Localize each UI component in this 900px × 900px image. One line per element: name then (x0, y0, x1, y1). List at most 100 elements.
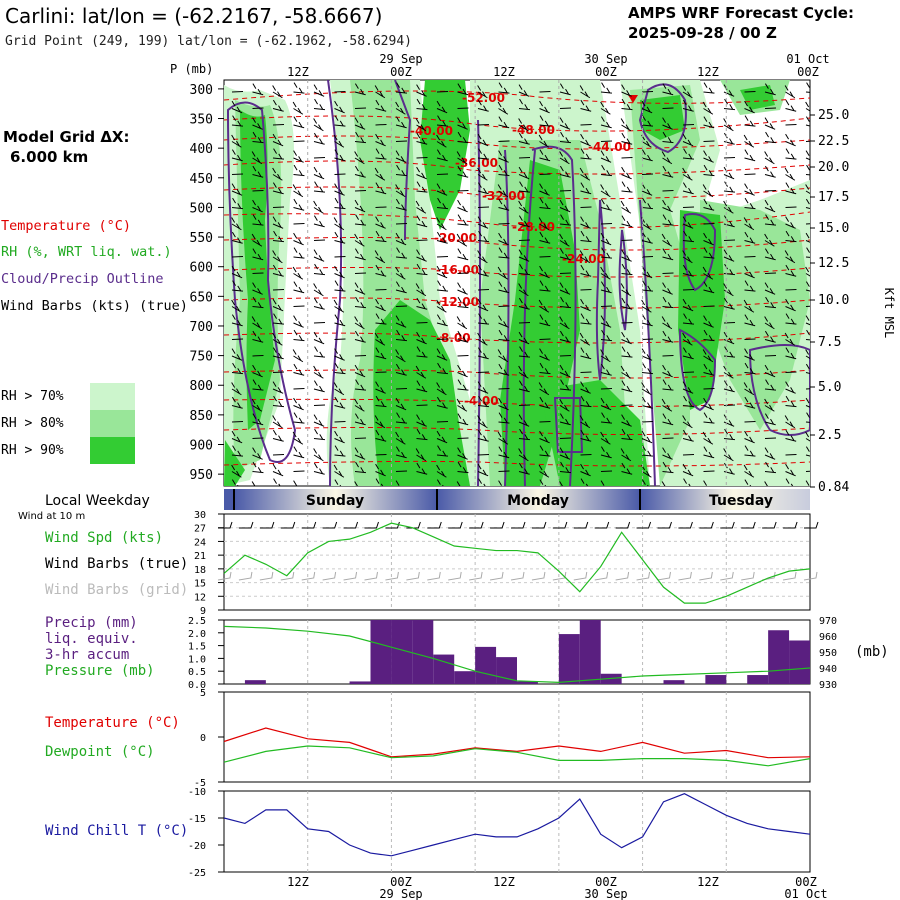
precip-bar (579, 620, 601, 684)
wind-speed-line (223, 522, 811, 604)
wind-barb (764, 248, 776, 261)
wind-barb (457, 83, 469, 96)
bottom-time-axis: 12Z 00Z 12Z 00Z 12Z 00Z 29 Sep 30 Sep 01… (287, 875, 828, 900)
wind-barb (785, 298, 796, 312)
wind-barb-true (594, 521, 610, 529)
wind-barb (374, 332, 386, 346)
wind-barb (416, 181, 428, 193)
wind-barb (292, 431, 304, 445)
wind-barb-true (448, 521, 463, 529)
wind-barb (785, 182, 797, 195)
temp-label: -44.00 (588, 140, 631, 154)
wind-barb (231, 382, 242, 396)
wind-barb (805, 184, 810, 195)
wind-barb (805, 82, 810, 93)
pressure-tick: 930 (819, 680, 837, 691)
wind-barb (785, 381, 796, 394)
wind-barb (252, 447, 263, 460)
wind-barb-grid (615, 571, 630, 581)
wind-barb (334, 231, 346, 244)
wind-barb (539, 173, 551, 175)
wind-barb (744, 197, 756, 210)
wind-barb (456, 481, 461, 486)
wind-barb (231, 445, 243, 457)
wind-barb (354, 83, 366, 96)
wind-barb (272, 250, 283, 264)
wind-barb (662, 296, 674, 309)
wind-barb (477, 347, 489, 360)
wind-barb (436, 149, 448, 162)
precip-tick: 2.5 (188, 616, 206, 627)
wind-barb (231, 197, 243, 210)
wind-barb (621, 239, 633, 241)
wind-barb (252, 199, 263, 213)
wind-barb (559, 165, 571, 178)
temp-label: -28.00 (512, 220, 555, 234)
wind-barb (579, 250, 591, 264)
bottom-hour-label: 00Z (795, 875, 817, 889)
wind-barb (600, 266, 611, 280)
wind-barb (621, 263, 633, 276)
wind-barb (621, 404, 633, 406)
wind-barb (600, 222, 613, 225)
wind-barb (417, 487, 428, 488)
wind-barb (457, 354, 469, 357)
rh70-swatch (90, 383, 135, 410)
wind-barb (559, 248, 571, 261)
wind-barb (436, 479, 444, 486)
wind-barb (272, 216, 284, 229)
pressure-tick: 900 (190, 439, 213, 454)
wind-barb (744, 396, 756, 409)
wind-barb (375, 453, 387, 456)
wind-barb (457, 447, 468, 460)
legend-wind-barbs: Wind Barbs (kts) (true) (1, 298, 188, 314)
pressure-ticks: 300 350 400 450 500 550 600 650 700 750 800 850 900 9… (190, 83, 224, 483)
pressure-tick: 940 (819, 664, 837, 675)
wind-speed-tick: 9 (200, 606, 206, 617)
wind-barb (456, 316, 468, 330)
height-axis-label: Kft MSL (882, 288, 896, 339)
wind-barb (272, 347, 284, 360)
wind-barb (518, 462, 530, 475)
wind-barb-true (490, 521, 505, 529)
wind-barb (744, 348, 755, 361)
wind-barb (703, 116, 715, 129)
wind-barb (457, 282, 468, 295)
wind-barb-true (406, 521, 421, 529)
wind-barb (559, 447, 571, 460)
wind-barb (497, 184, 509, 198)
wind-barb (559, 131, 571, 144)
wind-barb (252, 461, 264, 474)
wind-barb (313, 215, 325, 228)
wind-barb (580, 313, 592, 325)
wind-barb (436, 348, 448, 361)
precip-bar (517, 681, 538, 684)
wind-barb (354, 296, 366, 309)
wind-barb (662, 189, 674, 192)
wind-barb (518, 414, 530, 427)
wind-barb (252, 107, 264, 109)
bottom-hour-label: 00Z (390, 875, 412, 889)
wind-barb (231, 265, 243, 279)
wind-barb (703, 470, 715, 472)
wind-barb (231, 280, 243, 292)
wind-barb (559, 282, 571, 295)
wind-barb (621, 346, 633, 358)
wind-barb-grid (573, 571, 588, 581)
wind-barb (293, 247, 305, 259)
wind-barb (252, 282, 263, 295)
wind-barb (518, 132, 530, 145)
wind-barb (354, 461, 366, 474)
wind-barb (354, 107, 367, 109)
wind-barb (395, 315, 407, 328)
wind-barb (313, 263, 325, 276)
wind-barb (395, 222, 408, 225)
wind-barb (805, 140, 810, 142)
wind-barb (600, 140, 613, 142)
wind-barb (518, 321, 531, 324)
wind-barb (805, 431, 810, 442)
wind-barb (457, 437, 469, 439)
wind-barb (539, 100, 550, 114)
wind-barb (436, 183, 448, 196)
wind-barb (334, 430, 345, 444)
